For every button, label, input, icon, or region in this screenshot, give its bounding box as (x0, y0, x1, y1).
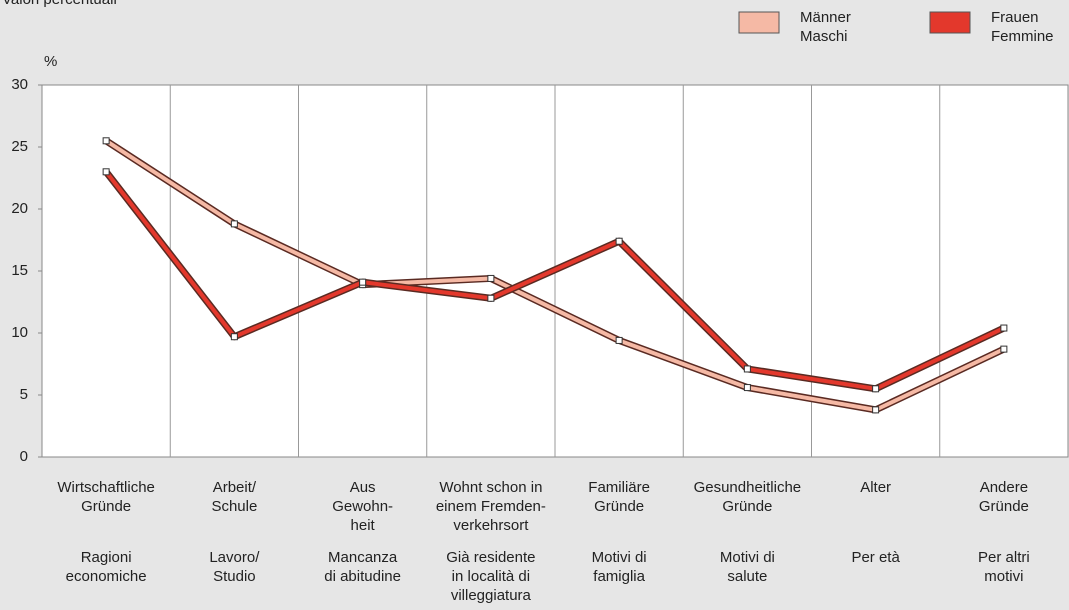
y-tick-label: 0 (20, 448, 28, 465)
y-tick-label: 20 (11, 200, 28, 217)
point-marker (1000, 324, 1008, 332)
legend-label: Männer Maschi (800, 9, 851, 45)
x-tick-label: Wohnt schon in einem Fremden- verkehrsor… (435, 479, 546, 534)
point-marker (359, 278, 367, 286)
y-tick-label: 10 (11, 324, 28, 341)
x-tick-label-it: Motivi di salute (719, 549, 775, 585)
series-line (104, 170, 1005, 391)
legend-label: Frauen Femmine (991, 9, 1054, 45)
y-axis-label: % (44, 53, 58, 70)
y-tick-label: 25 (11, 138, 28, 155)
point-marker (230, 220, 238, 228)
subtitle: Valori percentuali (2, 0, 117, 9)
x-tick-label-it: Ragioni economiche (65, 549, 147, 585)
legend-swatch (738, 11, 780, 34)
point-marker (1000, 345, 1008, 353)
x-tick-label: Wirtschaftliche Gründe (57, 479, 155, 515)
point-marker (872, 406, 880, 414)
point-marker (102, 137, 110, 145)
point-marker (487, 274, 495, 282)
x-tick-label: Andere Gründe (978, 479, 1029, 515)
x-tick-label: Familiäre Gründe (588, 479, 650, 515)
x-tick-label: Aus Gewohn- heit (332, 479, 394, 534)
point-marker (615, 237, 623, 245)
point-marker (230, 333, 238, 341)
x-tick-label-it: Lavoro/ Studio (209, 549, 260, 585)
point-marker (615, 336, 623, 344)
x-tick-label-it: Già residente in località di villeggiatu… (446, 549, 536, 604)
y-tick-label: 5 (20, 386, 28, 403)
x-tick-label: Arbeit/ Schule (211, 479, 258, 515)
legend-swatch (929, 11, 971, 34)
point-marker (487, 294, 495, 302)
x-tick-label-it: Mancanza di abitudine (324, 549, 401, 585)
point-marker (872, 385, 880, 393)
point-marker (102, 168, 110, 176)
y-tick-label: 30 (11, 76, 28, 93)
y-tick-label: 15 (11, 262, 28, 279)
x-tick-label: Alter (860, 479, 892, 496)
point-marker (743, 365, 751, 373)
x-tick-label-it: Motivi di famiglia (591, 549, 647, 585)
x-tick-label: Gesundheitliche Gründe (693, 479, 802, 515)
series-line (105, 139, 1005, 412)
point-marker (743, 384, 751, 392)
x-tick-label-it: Per altri motivi (978, 549, 1030, 585)
x-tick-label-it: Per età (851, 549, 900, 566)
